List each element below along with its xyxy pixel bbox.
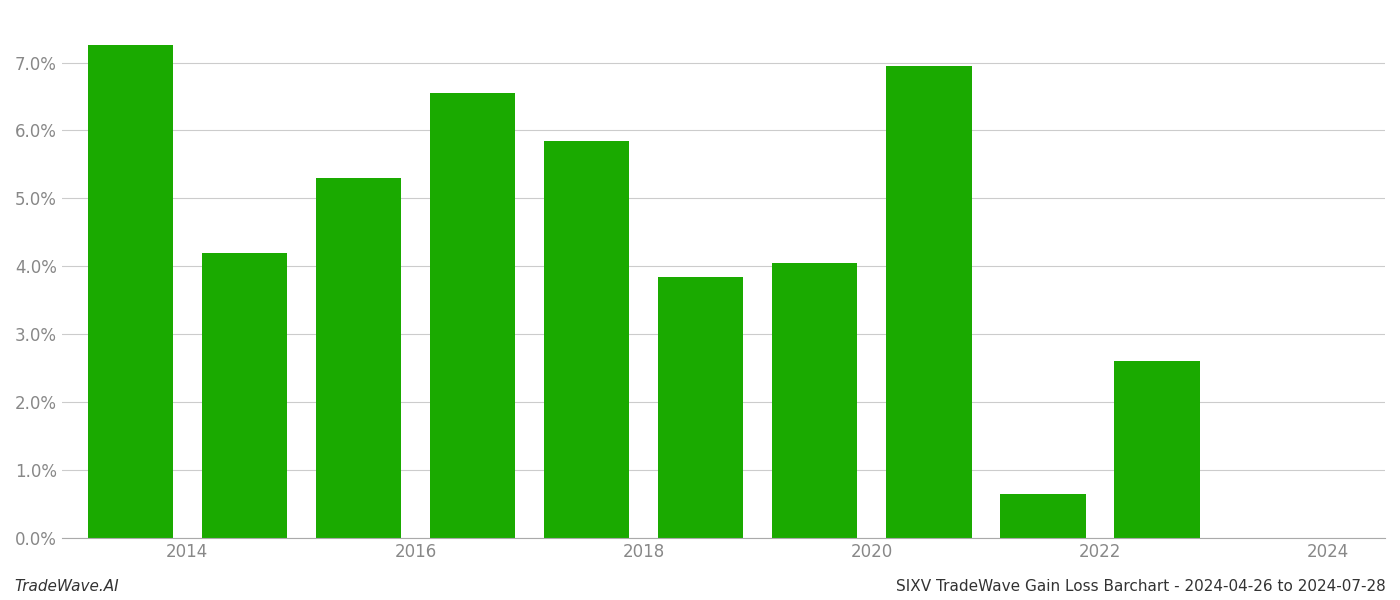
Bar xyxy=(1000,494,1085,538)
Bar xyxy=(315,178,402,538)
Text: TradeWave.AI: TradeWave.AI xyxy=(14,579,119,594)
Bar xyxy=(543,140,630,538)
Bar xyxy=(430,93,515,538)
Bar xyxy=(1114,361,1200,538)
Bar xyxy=(886,66,972,538)
Bar xyxy=(658,277,743,538)
Bar xyxy=(88,45,174,538)
Bar xyxy=(771,263,857,538)
Text: SIXV TradeWave Gain Loss Barchart - 2024-04-26 to 2024-07-28: SIXV TradeWave Gain Loss Barchart - 2024… xyxy=(896,579,1386,594)
Bar xyxy=(202,253,287,538)
